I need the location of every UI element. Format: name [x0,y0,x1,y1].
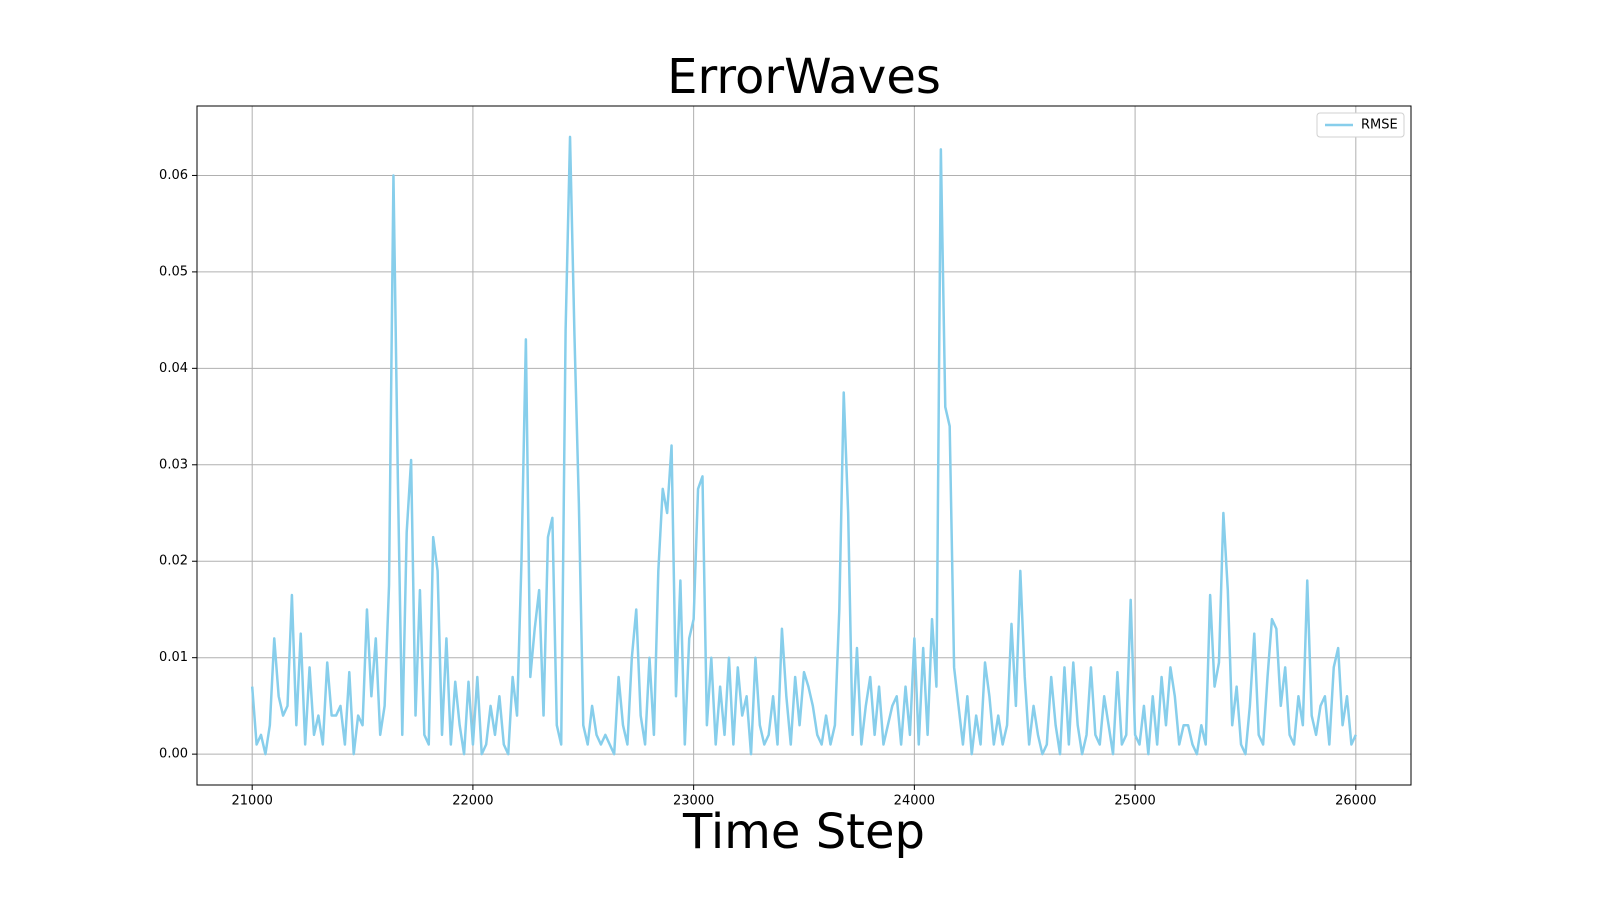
legend-box [1316,112,1405,138]
x-tick-label: 26000 [1335,794,1376,809]
plot-frame [196,105,1412,786]
legend-label: RMSE [1361,118,1398,133]
x-axis-label: Time Step [682,804,925,860]
y-tick-label: 0.05 [159,264,188,279]
y-tick-label: 0.01 [159,650,188,665]
x-tick-label: 22000 [452,794,493,809]
y-tick-label: 0.03 [159,457,188,472]
y-tick-label: 0.04 [159,361,188,376]
x-tick-label: 23000 [673,794,714,809]
x-tick-label: 21000 [232,794,273,809]
x-tick-label: 24000 [894,794,935,809]
data-line [250,135,1357,756]
chart-title: ErrorWaves [667,49,941,105]
y-tick-label: 0.02 [159,554,188,569]
x-tick-label: 25000 [1114,794,1155,809]
y-tick-label: 0.00 [159,747,188,762]
y-tick-label: 0.06 [159,168,188,183]
